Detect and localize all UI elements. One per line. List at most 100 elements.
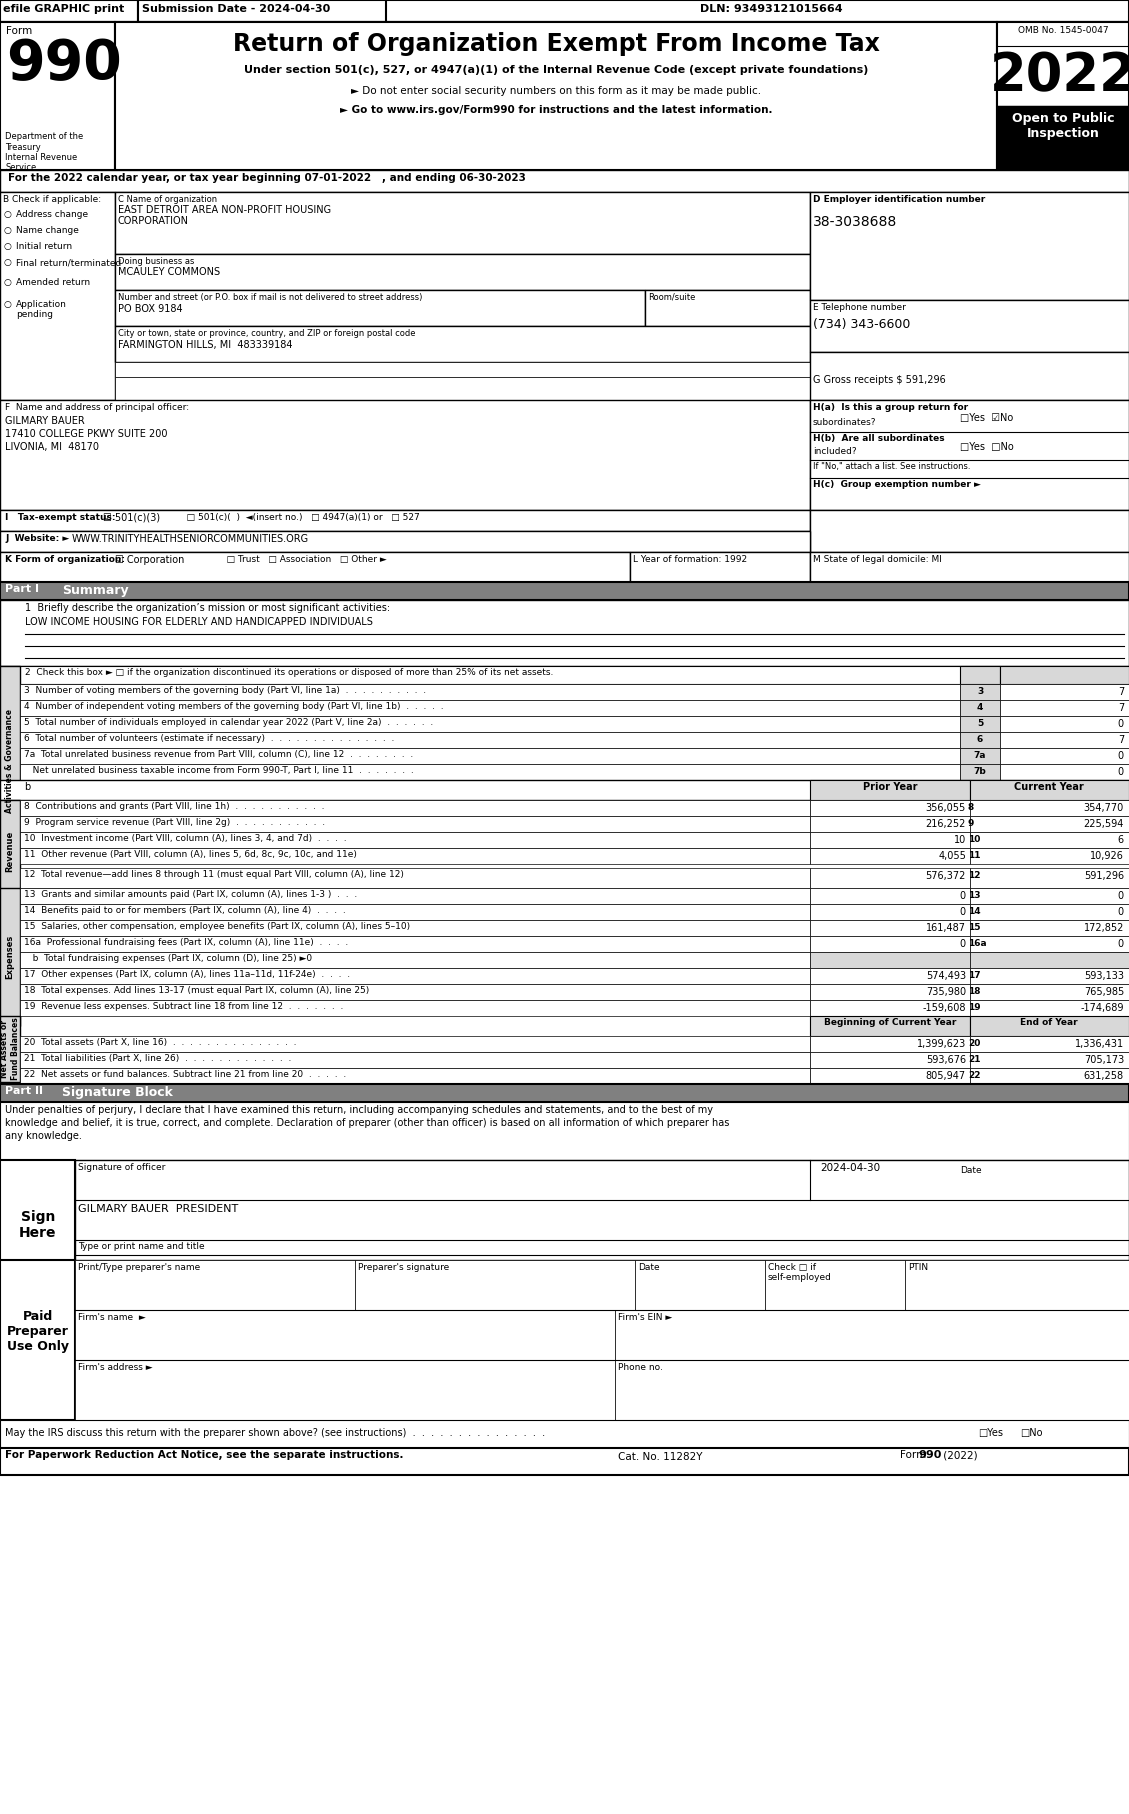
Text: 3  Number of voting members of the governing body (Part VI, line 1a)  .  .  .  .: 3 Number of voting members of the govern… (24, 686, 426, 695)
Bar (20, 903, 809, 920)
Text: 2024-04-30: 2024-04-30 (820, 1163, 881, 1174)
Text: 1,336,431: 1,336,431 (1075, 1039, 1124, 1048)
Text: Type or print name and title: Type or print name and title (78, 1243, 204, 1252)
Text: 705,173: 705,173 (1084, 1056, 1124, 1065)
Text: 0: 0 (960, 891, 966, 902)
Text: K Form of organization:: K Form of organization: (5, 555, 125, 564)
Bar (970, 800, 1129, 816)
Bar (75, 1159, 1129, 1290)
Bar (809, 952, 970, 969)
Text: 17: 17 (968, 970, 981, 980)
Text: LIVONIA, MI  48170: LIVONIA, MI 48170 (5, 443, 99, 452)
Text: 356,055: 356,055 (926, 804, 966, 813)
Bar (809, 299, 1129, 352)
Text: 576,372: 576,372 (926, 871, 966, 882)
Text: 5: 5 (977, 718, 983, 727)
Text: 0: 0 (960, 907, 966, 918)
Text: 8: 8 (968, 804, 974, 813)
Text: Revenue: Revenue (6, 831, 15, 871)
Bar (970, 833, 1129, 847)
Bar (0, 666, 1129, 684)
Bar (809, 833, 970, 847)
Text: b  Total fundraising expenses (Part IX, column (D), line 25) ►0: b Total fundraising expenses (Part IX, c… (24, 954, 312, 963)
Text: Current Year: Current Year (1014, 782, 1084, 793)
Text: C Name of organization: C Name of organization (119, 194, 217, 203)
Bar (960, 764, 1000, 780)
Bar (20, 700, 960, 717)
Bar (1000, 747, 1129, 764)
Text: 1  Briefly describe the organization’s mission or most significant activities:: 1 Briefly describe the organization’s mi… (25, 602, 391, 613)
Text: Paid
Preparer
Use Only: Paid Preparer Use Only (7, 1310, 69, 1353)
Bar (0, 582, 1129, 600)
Bar (809, 401, 1129, 510)
Bar (0, 780, 1129, 800)
Bar (20, 847, 809, 863)
Text: Firm's address ►: Firm's address ► (78, 1362, 152, 1371)
Bar (809, 780, 970, 800)
Text: knowledge and belief, it is true, correct, and complete. Declaration of preparer: knowledge and belief, it is true, correc… (5, 1117, 729, 1128)
Text: Firm's EIN ►: Firm's EIN ► (618, 1313, 672, 1322)
Bar (0, 401, 809, 510)
Text: □Yes  □No: □Yes □No (960, 443, 1014, 452)
Bar (1000, 700, 1129, 717)
Bar (970, 1016, 1129, 1036)
Text: efile GRAPHIC print: efile GRAPHIC print (3, 4, 124, 15)
Text: 354,770: 354,770 (1084, 804, 1124, 813)
Bar (809, 800, 970, 816)
Text: H(a)  Is this a group return for: H(a) Is this a group return for (813, 403, 969, 412)
Text: Sign
Here: Sign Here (19, 1210, 56, 1241)
Text: E Telephone number: E Telephone number (813, 303, 905, 312)
Bar (20, 733, 960, 747)
Bar (809, 936, 970, 952)
Bar (115, 254, 809, 290)
Bar (0, 22, 1129, 171)
Bar (20, 717, 960, 733)
Bar (0, 1448, 1129, 1475)
Text: F  Name and address of principal officer:: F Name and address of principal officer: (5, 403, 190, 412)
Text: 17410 COLLEGE PKWY SUITE 200: 17410 COLLEGE PKWY SUITE 200 (5, 428, 167, 439)
Bar (1000, 717, 1129, 733)
Text: 12: 12 (968, 871, 980, 880)
Text: GILMARY BAUER  PRESIDENT: GILMARY BAUER PRESIDENT (78, 1204, 238, 1214)
Bar (809, 816, 970, 833)
Text: J  Website: ►: J Website: ► (5, 533, 69, 542)
Text: Under penalties of perjury, I declare that I have examined this return, includin: Under penalties of perjury, I declare th… (5, 1105, 714, 1116)
Text: 593,133: 593,133 (1084, 970, 1124, 981)
Text: Check □ if
self-employed: Check □ if self-employed (768, 1263, 832, 1282)
Bar (0, 0, 138, 22)
Text: 9  Program service revenue (Part VIII, line 2g)  .  .  .  .  .  .  .  .  .  .  .: 9 Program service revenue (Part VIII, li… (24, 818, 325, 827)
Bar (0, 171, 1129, 192)
Bar (970, 969, 1129, 983)
Text: 12  Total revenue—add lines 8 through 11 (must equal Part VIII, column (A), line: 12 Total revenue—add lines 8 through 11 … (24, 871, 404, 880)
Bar (20, 1000, 809, 1016)
Text: Department of the: Department of the (5, 132, 84, 141)
Text: 13: 13 (968, 891, 980, 900)
Text: 18  Total expenses. Add lines 13-17 (must equal Part IX, column (A), line 25): 18 Total expenses. Add lines 13-17 (must… (24, 987, 369, 996)
Bar (615, 1310, 1129, 1360)
Text: 6: 6 (977, 735, 983, 744)
Text: ► Do not enter social security numbers on this form as it may be made public.: ► Do not enter social security numbers o… (351, 85, 761, 96)
Text: Form: Form (900, 1449, 929, 1460)
Text: 3: 3 (977, 688, 983, 697)
Text: 20: 20 (968, 1039, 980, 1048)
Bar (809, 920, 970, 936)
Text: 2  Check this box ► □ if the organization discontinued its operations or dispose: 2 Check this box ► □ if the organization… (25, 668, 553, 677)
Bar (809, 1036, 970, 1052)
Text: 10: 10 (954, 834, 966, 845)
Text: Under section 501(c), 527, or 4947(a)(1) of the Internal Revenue Code (except pr: Under section 501(c), 527, or 4947(a)(1)… (244, 65, 868, 74)
Text: Application
pending: Application pending (16, 299, 67, 319)
Bar (809, 1000, 970, 1016)
Text: Number and street (or P.O. box if mail is not delivered to street address): Number and street (or P.O. box if mail i… (119, 294, 422, 301)
Bar (960, 717, 1000, 733)
Text: 990: 990 (918, 1449, 942, 1460)
Text: DLN: 93493121015664: DLN: 93493121015664 (700, 4, 842, 15)
Text: 7: 7 (1118, 704, 1124, 713)
Bar (960, 747, 1000, 764)
Text: 631,258: 631,258 (1084, 1070, 1124, 1081)
Bar (809, 869, 970, 889)
Text: Activities & Governance: Activities & Governance (6, 709, 15, 813)
Text: 15  Salaries, other compensation, employee benefits (Part IX, column (A), lines : 15 Salaries, other compensation, employe… (24, 922, 410, 931)
Text: 0: 0 (960, 940, 966, 949)
Text: -174,689: -174,689 (1080, 1003, 1124, 1012)
Bar (970, 1000, 1129, 1016)
